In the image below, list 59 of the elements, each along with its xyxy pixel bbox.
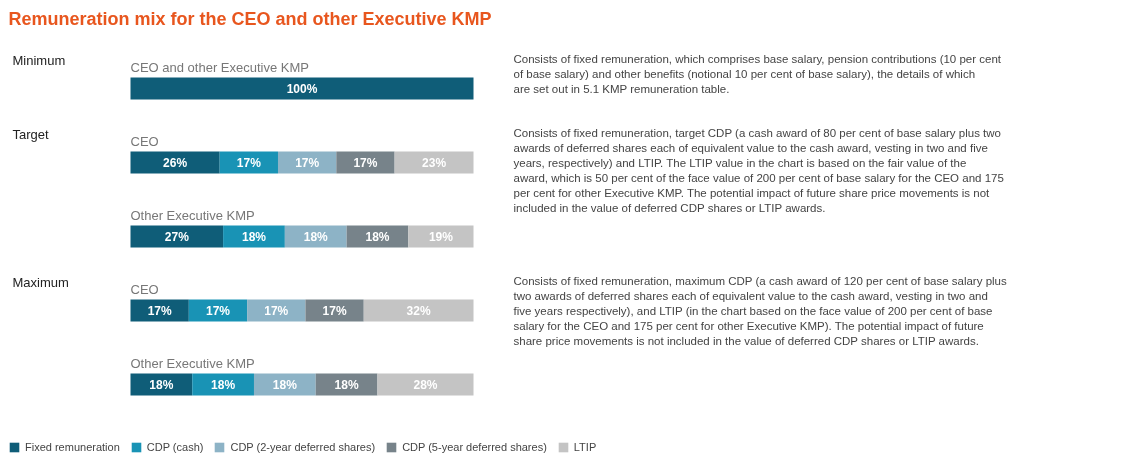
bar <box>130 225 224 248</box>
data-label: 18% <box>149 377 174 392</box>
data-label: 17% <box>353 155 378 170</box>
y-tick-label: CEO and other Executive KMP <box>130 59 309 75</box>
bar <box>377 373 474 396</box>
bar <box>219 151 278 174</box>
data-label: 17% <box>322 303 347 318</box>
data-label: 17% <box>295 155 320 170</box>
bar <box>192 373 254 396</box>
bar <box>130 299 189 322</box>
bar <box>346 225 409 248</box>
data-label: 18% <box>241 229 267 244</box>
legend-label: CDP (5-year deferred shares) <box>402 441 547 453</box>
text: Target <box>12 126 50 142</box>
bar <box>315 373 378 396</box>
data-label: 26% <box>163 155 188 170</box>
y-tick-label: CEO <box>130 281 159 297</box>
bar <box>277 151 337 174</box>
bar <box>336 151 395 174</box>
bar <box>188 299 248 322</box>
bar <box>305 299 364 322</box>
y-tick-label: CEO <box>130 133 159 149</box>
data-label: 17% <box>147 303 172 318</box>
bar <box>223 225 285 248</box>
bar <box>253 373 316 396</box>
text: Maximum <box>12 274 69 290</box>
data-label: 18% <box>272 377 298 392</box>
bar <box>130 151 220 174</box>
text: Consists of fixed remuneration, maximum CDP (a cash award of 120 per cent of base salary plus two awards of deferred shares each of equivalent value to the cash award, vesting in two and five years respectively), and LTIP (in the chart based on the face value of 200 per cent of base salary for the CEO and 175 per cent for other Executive KMP). The potential impact of future share price movements is not included in the value of deferred CDP shares or LTIP awards. <box>513 274 1007 347</box>
bar <box>363 299 474 322</box>
legend-label: LTIP <box>573 441 597 453</box>
data-label: 28% <box>413 377 438 392</box>
data-label: 32% <box>406 303 431 318</box>
chart-title: Remuneration mix for the CEO and other Executive KMP <box>8 8 492 29</box>
data-label: 18% <box>365 229 390 244</box>
legend-label: Fixed remuneration <box>25 441 120 453</box>
data-label: 19% <box>428 229 454 244</box>
data-label: 17% <box>264 303 289 318</box>
data-label: 23% <box>422 155 447 170</box>
bar <box>408 225 474 248</box>
data-label: 18% <box>211 377 236 392</box>
data-label: 27% <box>164 229 190 244</box>
bar <box>284 225 347 248</box>
text: Consists of fixed remuneration, target CDP (a cash award of 80 per cent of base salary plus two awards of deferred shares each of equivalent value to the cash award, vesting in two and five years, respectively) and LTIP. The LTIP value in the chart is based on the fair value of the award, which is 50 per cent of the face value of 200 per cent of base salary for the CEO and 175 per cent for other Executive KMP. The potential impact of future share price movements is not included in the value of deferred CDP shares or LTIP awards. <box>513 126 1004 214</box>
data-label: 18% <box>334 377 359 392</box>
bar <box>130 373 193 396</box>
bar <box>130 77 474 100</box>
text: Consists of fixed remuneration, which comprises base salary, pension contributions (10 per cent of base salary) and other benefits (notional 10 per cent of base salary), the details of which are set out in 5.1 KMP remuneration table. <box>513 52 1002 95</box>
data-label: 18% <box>303 229 329 244</box>
legend-label: CDP (2-year deferred shares) <box>230 441 376 453</box>
legend-label: CDP (cash) <box>146 441 204 453</box>
y-tick-label: Other Executive KMP <box>130 355 255 371</box>
data-label: 100% <box>286 81 318 96</box>
data-label: 17% <box>205 303 231 318</box>
text: Minimum <box>12 52 66 68</box>
bar <box>394 151 474 174</box>
y-tick-label: Other Executive KMP <box>130 207 255 223</box>
bar <box>247 299 306 322</box>
data-label: 17% <box>236 155 262 170</box>
